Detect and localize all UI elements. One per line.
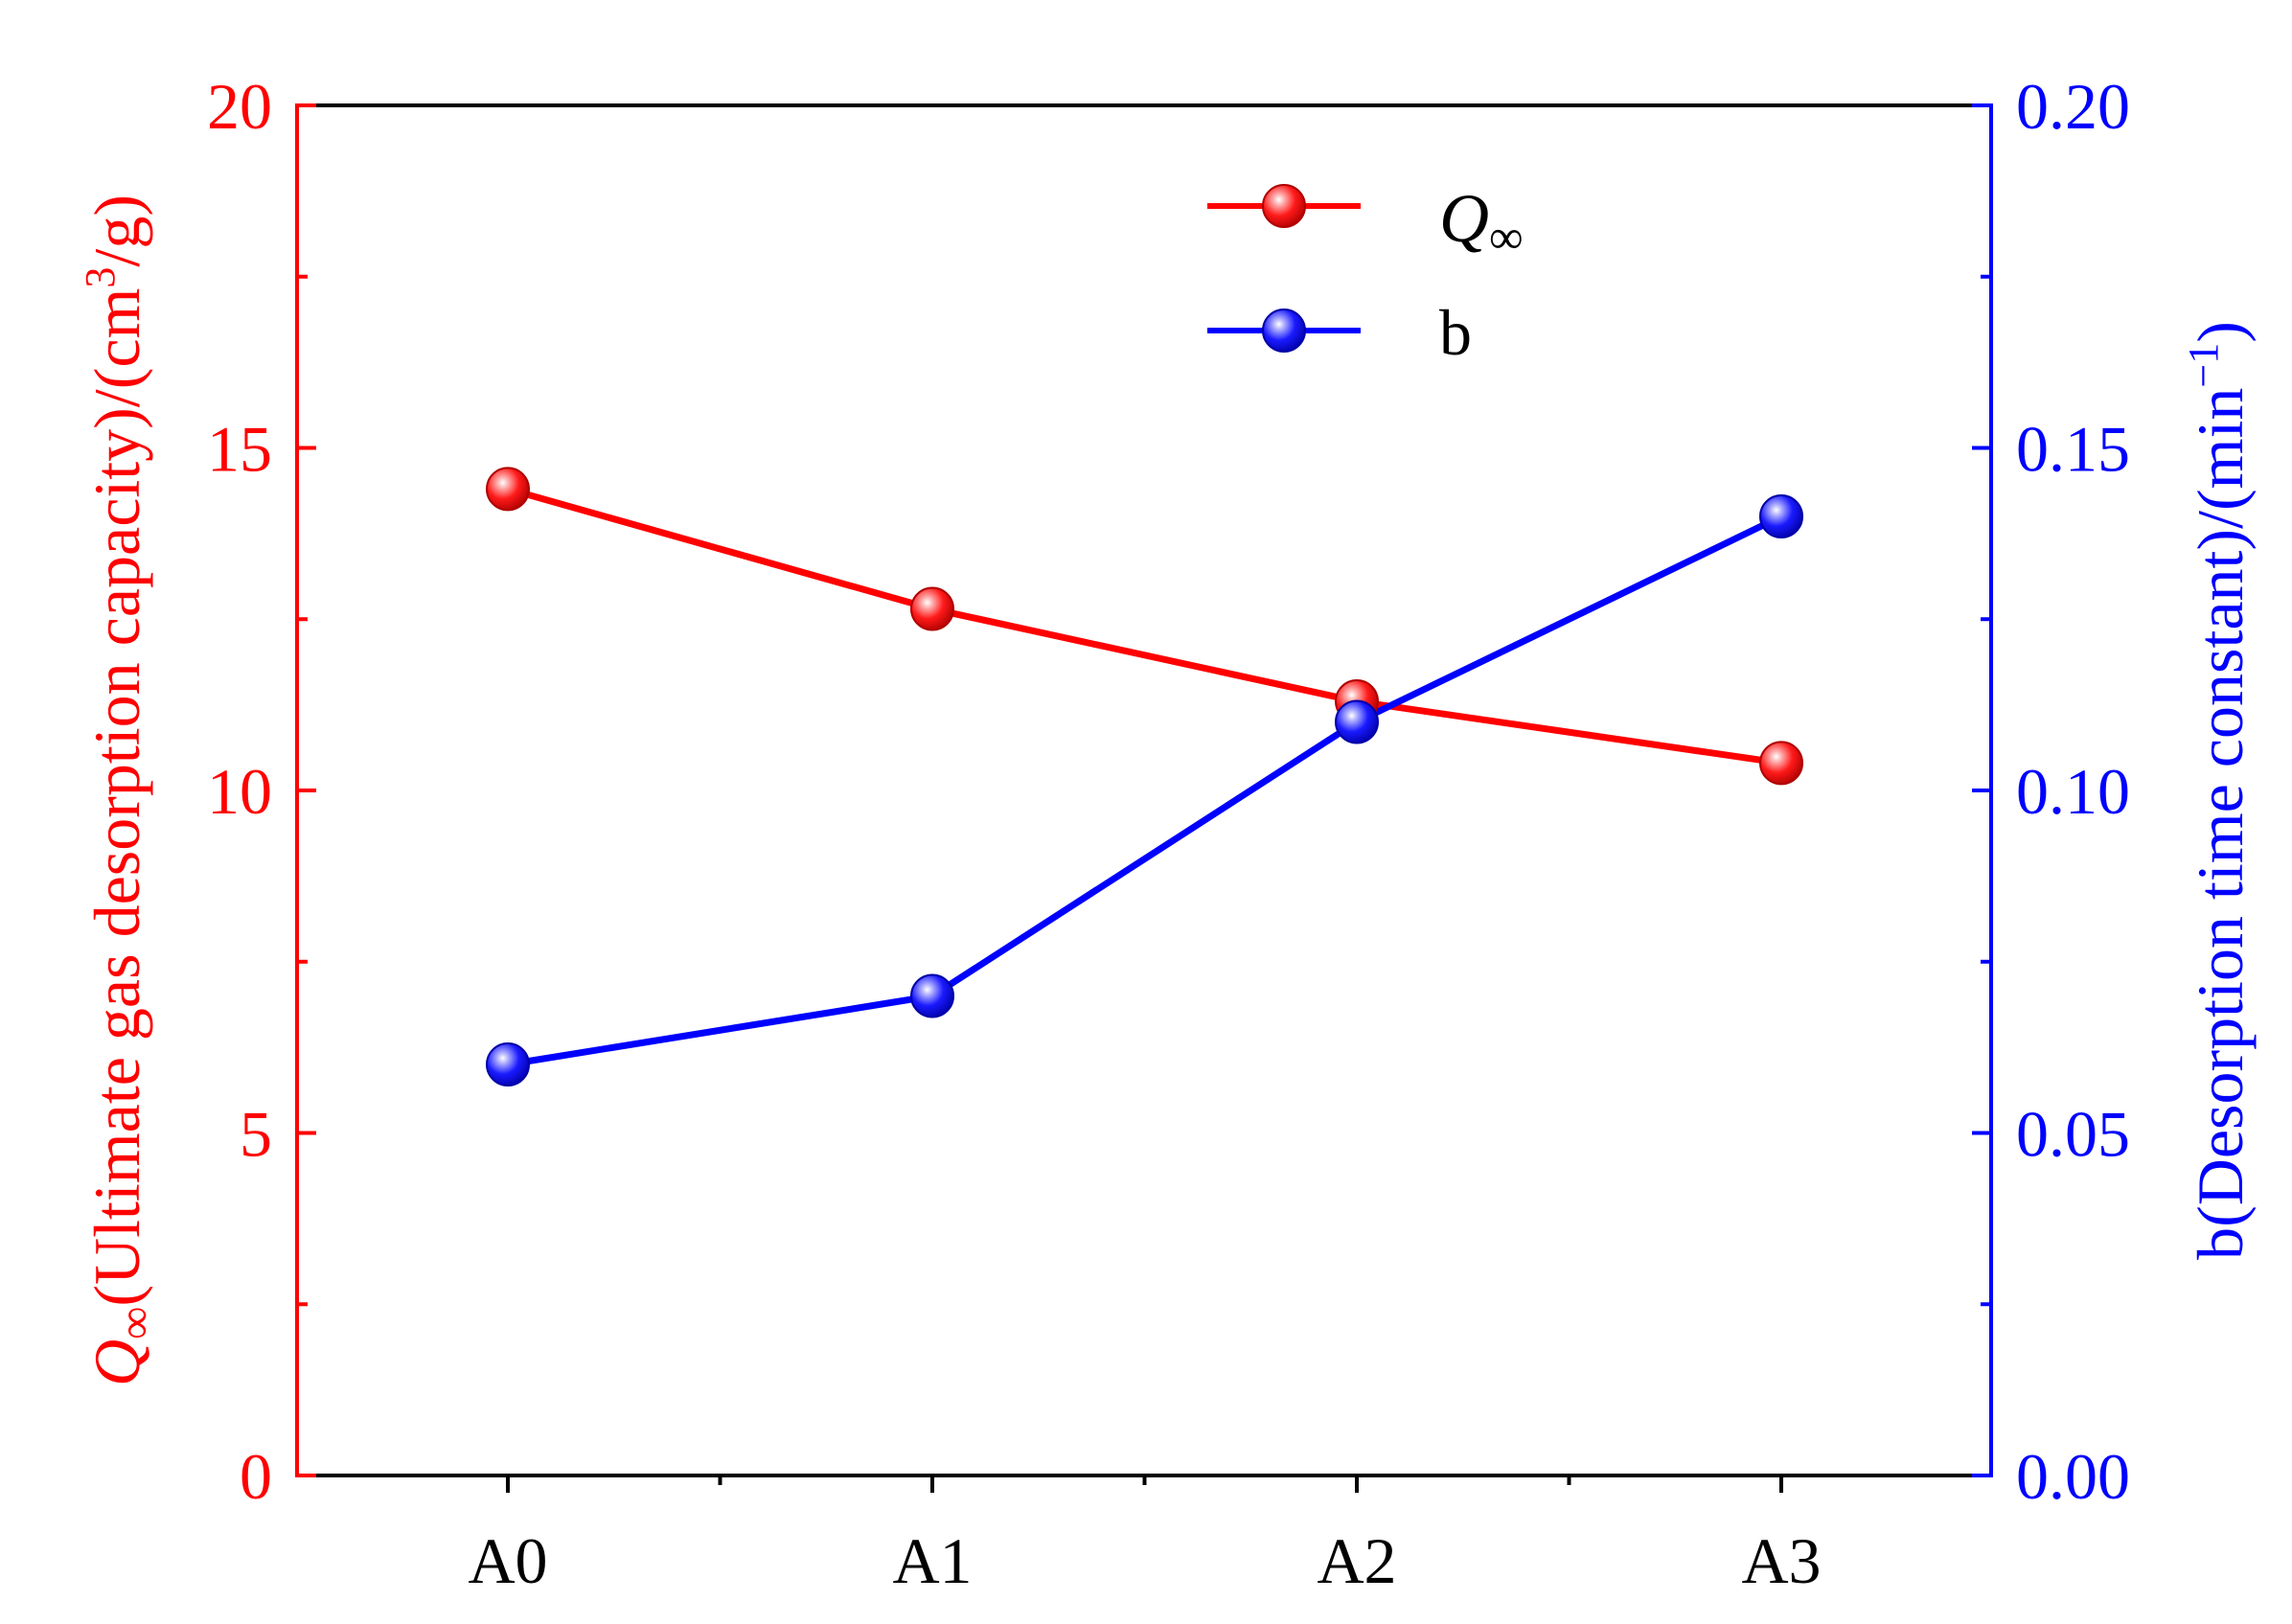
series-line-1	[507, 513, 1783, 1068]
right-axis-title: b(Desorption time constant)/(min−1)	[2180, 321, 2257, 1260]
right-tick-label: 0.10	[2016, 755, 2130, 828]
series-1-point	[1335, 699, 1379, 744]
legend-b-label: b	[1439, 296, 1472, 369]
series-0-point	[910, 586, 954, 631]
series-0-point	[486, 467, 530, 512]
legend: Q∞ b	[1207, 180, 1524, 369]
legend-b-marker	[1262, 309, 1306, 353]
legend-q-marker	[1262, 184, 1306, 228]
right-tick-label: 0.00	[2016, 1440, 2130, 1513]
left-tick-label: 15	[207, 413, 272, 486]
right-tick-label: 0.20	[2016, 70, 2130, 143]
legend-q-label: Q∞	[1439, 180, 1524, 263]
x-tick-label: A0	[468, 1524, 547, 1597]
left-tick-label: 0	[240, 1440, 272, 1513]
left-axis-title: Q∞(Ultimate gas desorption capacity)/(cm…	[77, 194, 161, 1386]
series-layer	[486, 467, 1803, 1086]
right-tick-label: 0.05	[2016, 1098, 2130, 1171]
x-axis-ticks: A0 A1 A2 A3	[468, 1475, 1822, 1597]
left-tick-label: 5	[240, 1098, 272, 1171]
series-1-point	[910, 973, 954, 1018]
left-axis-ticks: 0 5 10 15 20	[207, 70, 316, 1513]
right-axis-ticks: 0.00 0.05 0.10 0.15 0.20	[1972, 70, 2130, 1513]
right-tick-label: 0.15	[2016, 413, 2130, 486]
x-tick-label: A1	[892, 1524, 972, 1597]
left-tick-label: 20	[207, 70, 272, 143]
x-tick-label: A2	[1317, 1524, 1396, 1597]
series-1-point	[486, 1042, 530, 1086]
left-tick-label: 10	[207, 755, 272, 828]
series-0-point	[1759, 741, 1803, 786]
x-tick-label: A3	[1741, 1524, 1821, 1597]
series-line-0	[507, 486, 1782, 766]
series-1-point	[1759, 494, 1803, 538]
